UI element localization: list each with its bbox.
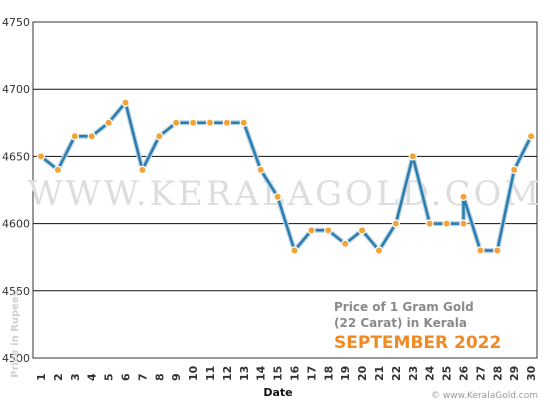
x-tick-label: 29 bbox=[508, 366, 521, 381]
x-tick-label: 5 bbox=[103, 373, 116, 381]
chart-month-label: SEPTEMBER 2022 bbox=[334, 333, 501, 353]
x-tick-label: 22 bbox=[390, 366, 403, 381]
x-tick-label: 10 bbox=[187, 365, 200, 381]
data-point bbox=[138, 165, 147, 175]
data-point bbox=[155, 132, 164, 141]
chart-title-line1: Price of 1 Gram Gold bbox=[334, 300, 474, 314]
y-tick-label: 4600 bbox=[2, 218, 30, 231]
data-point bbox=[442, 219, 451, 228]
y-tick-label: 4750 bbox=[2, 16, 30, 29]
x-tick-label: 18 bbox=[322, 366, 335, 381]
x-axis-label: Date bbox=[263, 386, 292, 399]
series-layer bbox=[36, 98, 536, 255]
data-point bbox=[256, 165, 265, 175]
data-point bbox=[273, 192, 282, 201]
data-point bbox=[493, 246, 502, 255]
data-point bbox=[104, 118, 113, 128]
plot-area bbox=[32, 21, 538, 359]
y-tick-label: 4550 bbox=[2, 285, 30, 298]
data-point bbox=[222, 118, 232, 128]
x-tick-label: 6 bbox=[120, 373, 133, 381]
data-point bbox=[188, 118, 198, 128]
data-point bbox=[87, 132, 96, 141]
x-tick-label: 16 bbox=[289, 365, 302, 381]
data-point bbox=[459, 192, 468, 201]
x-tick-labels: 1 2 3 4 5 6 7 8 9 10 11 12 13 14 15 16 17 18 19 20 21 22 23 24 2… bbox=[35, 365, 538, 381]
x-tick-label: 8 bbox=[153, 373, 166, 381]
x-tick-label: 12 bbox=[221, 366, 234, 381]
data-point bbox=[70, 132, 80, 141]
chart-title-line2: (22 Carat) in Kerala bbox=[334, 316, 467, 330]
y-tick-label: 4500 bbox=[2, 352, 30, 365]
x-tick-label: 2 bbox=[52, 373, 65, 381]
x-tick-label: 19 bbox=[339, 366, 352, 381]
data-point bbox=[357, 226, 367, 235]
data-point bbox=[391, 219, 401, 228]
data-point bbox=[171, 118, 181, 128]
data-point bbox=[290, 246, 299, 255]
footer-credit: © www.KeralaGold.com bbox=[431, 391, 538, 400]
data-point bbox=[526, 132, 536, 141]
x-tick-label: 28 bbox=[491, 366, 504, 381]
data-point bbox=[36, 152, 46, 161]
x-tick-label: 4 bbox=[86, 373, 99, 381]
data-point bbox=[476, 246, 485, 255]
x-tick-label: 23 bbox=[407, 366, 420, 381]
y-axis-label: Price in Rupees bbox=[10, 290, 21, 377]
x-tick-label: 13 bbox=[238, 366, 251, 381]
data-point bbox=[307, 226, 316, 235]
x-tick-label: 30 bbox=[525, 365, 538, 381]
x-tick-label: 24 bbox=[424, 365, 437, 381]
data-point bbox=[510, 165, 519, 175]
x-tick-label: 3 bbox=[69, 373, 82, 381]
y-tick-label: 4650 bbox=[2, 150, 30, 163]
x-tick-label: 7 bbox=[136, 373, 149, 381]
data-point bbox=[425, 219, 434, 228]
x-tick-label: 26 bbox=[458, 365, 471, 381]
x-tick-label: 1 bbox=[35, 373, 48, 381]
x-tick-label: 25 bbox=[441, 366, 454, 381]
x-tick-label: 11 bbox=[204, 366, 217, 381]
data-point bbox=[239, 118, 248, 128]
data-point bbox=[324, 226, 333, 235]
x-tick-label: 15 bbox=[272, 366, 285, 381]
x-tick-label: 27 bbox=[474, 366, 487, 381]
data-point bbox=[205, 118, 215, 128]
x-tick-label: 17 bbox=[305, 366, 318, 381]
data-point bbox=[341, 239, 350, 248]
y-tick-label: 4700 bbox=[2, 83, 30, 96]
data-point bbox=[121, 98, 130, 107]
x-tick-label: 20 bbox=[356, 365, 369, 381]
x-tick-label: 9 bbox=[170, 373, 183, 381]
y-tick-labels: 4500 4550 4600 4650 4700 4750 bbox=[2, 16, 30, 365]
data-point bbox=[408, 152, 417, 161]
data-point bbox=[374, 246, 384, 255]
data-point bbox=[459, 219, 468, 228]
data-point bbox=[53, 165, 63, 175]
x-tick-label: 14 bbox=[255, 365, 268, 381]
x-tick-label: 21 bbox=[373, 366, 386, 381]
